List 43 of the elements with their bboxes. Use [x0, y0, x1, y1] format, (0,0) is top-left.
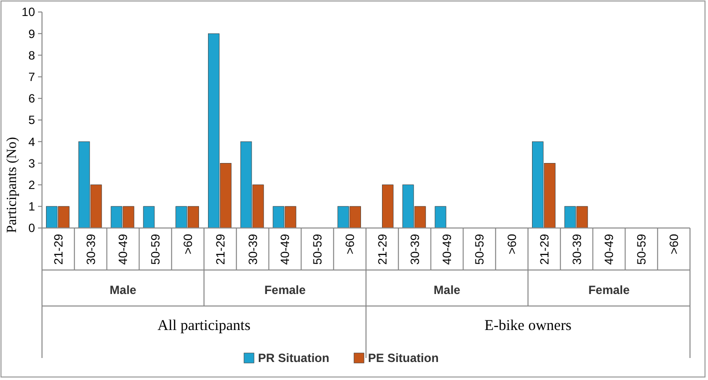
y-tick-label: 0 [28, 221, 36, 236]
legend-label: PR Situation [258, 351, 330, 366]
y-tick-label: 10 [22, 5, 36, 20]
y-tick-label: 9 [28, 26, 36, 41]
x-tick-label: 30-39 [84, 234, 98, 265]
y-tick-label: 3 [28, 156, 36, 170]
bar [434, 206, 446, 228]
text: Female [588, 283, 630, 297]
text: Female [264, 283, 306, 297]
x-tick-label: 50-59 [472, 234, 487, 265]
legend-label: PE Situation [368, 351, 439, 366]
text: Male [434, 283, 461, 297]
y-tick-label: 4 [28, 134, 36, 149]
x-tick-label: 40-49 [602, 234, 616, 265]
x-tick-label: 30-39 [246, 234, 260, 265]
x-tick-label: 50-59 [148, 234, 163, 265]
y-tick-label: 1 [28, 200, 36, 214]
y-tick-label: 8 [28, 48, 36, 62]
text: Male [110, 283, 137, 297]
y-tick-label: 2 [28, 178, 36, 192]
y-tick-label: 5 [28, 113, 36, 128]
y-tick-label: 6 [28, 92, 36, 106]
x-tick-label: 21-29 [375, 234, 390, 265]
y-tick-label: 7 [28, 70, 36, 84]
x-tick-label: 40-49 [116, 234, 130, 265]
y-axis-title: Participants (No) [5, 136, 20, 234]
x-tick-label: 21-29 [51, 234, 66, 265]
x-tick-label: >60 [505, 234, 519, 254]
x-tick-label: 21-29 [213, 234, 228, 265]
x-tick-label: >60 [667, 234, 681, 254]
x-tick-label: 30-39 [570, 234, 584, 265]
x-tick-label: >60 [343, 234, 357, 254]
x-tick-label: 30-39 [408, 234, 422, 265]
x-tick-label: >60 [181, 234, 195, 254]
text: E-bike owners [484, 318, 572, 334]
bar [143, 206, 155, 228]
x-tick-label: 40-49 [278, 234, 292, 265]
x-tick-label: 40-49 [440, 234, 454, 265]
x-tick-label: 50-59 [310, 234, 325, 265]
text: All participants [158, 318, 251, 334]
x-tick-label: 50-59 [634, 234, 649, 265]
x-tick-label: 21-29 [537, 234, 552, 265]
bar [382, 184, 394, 228]
